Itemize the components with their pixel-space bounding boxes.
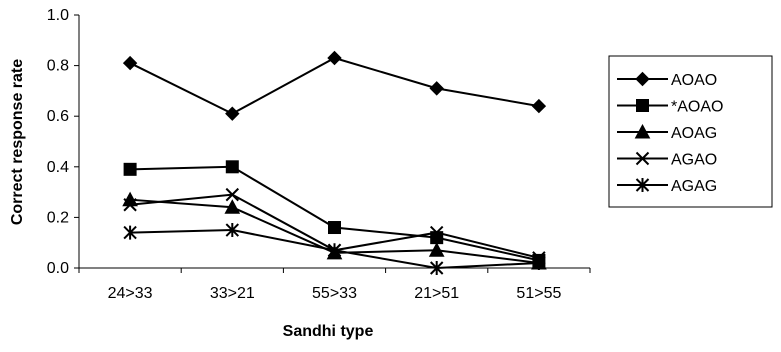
y-axis-title: Correct response rate <box>9 59 26 225</box>
legend-label: AOAG <box>671 125 717 142</box>
series-diamond <box>122 50 547 121</box>
legend-item: AOAO <box>617 71 717 89</box>
data-point-star <box>327 243 342 258</box>
legend-marker-square <box>636 99 649 112</box>
legend-label: AGAO <box>671 152 717 169</box>
data-point-square <box>225 160 239 174</box>
x-tick-label: 33>21 <box>210 285 255 302</box>
x-tick-label: 24>33 <box>108 285 153 302</box>
data-point-diamond <box>122 55 138 71</box>
legend: AOAO *AOAO AOAG AGAO AGAG <box>608 55 773 208</box>
data-point-triangle <box>428 242 445 257</box>
legend-marker-diamond <box>635 71 650 87</box>
x-tick-label: 21>51 <box>414 285 459 302</box>
data-point-star <box>123 225 137 240</box>
legend-marker-star <box>635 178 650 192</box>
x-tick-label: 51>55 <box>516 285 561 302</box>
legend-marker-triangle <box>634 123 651 139</box>
legend-item: AGAO <box>617 152 717 169</box>
legend-marker-x <box>635 151 650 166</box>
data-point-square <box>328 221 341 235</box>
x-tick-label: 55>33 <box>312 285 357 302</box>
legend-item: AGAG <box>617 178 717 195</box>
data-point-x <box>225 187 240 202</box>
legend-label: *AOAO <box>671 99 723 116</box>
legend-label: AGAG <box>671 178 717 195</box>
series-line <box>129 56 540 115</box>
y-tick-label: 0.4 <box>47 159 69 176</box>
data-point-star <box>532 255 546 270</box>
data-point-star <box>225 223 240 238</box>
data-point-triangle <box>224 199 241 214</box>
legend-item: *AOAO <box>617 99 723 116</box>
x-axis-title: Sandhi type <box>283 323 374 340</box>
y-tick-labels: 0.0 0.2 0.4 0.6 0.8 1.0 <box>47 7 69 277</box>
legend-item: AOAG <box>617 123 717 142</box>
y-tick-label: 0.6 <box>47 108 69 125</box>
axes <box>74 14 591 273</box>
data-point-star <box>429 261 444 275</box>
series-star <box>123 223 546 275</box>
data-point-square <box>123 162 137 176</box>
y-tick-label: 1.0 <box>47 7 69 24</box>
series-group <box>122 50 547 275</box>
legend-label: AOAO <box>671 72 717 89</box>
data-point-x <box>429 225 444 240</box>
data-point-x <box>123 198 137 212</box>
data-point-diamond <box>225 106 240 121</box>
y-tick-label: 0.0 <box>47 260 69 277</box>
x-tick-labels: 24>33 33>21 55>33 21>51 51>55 <box>108 285 562 302</box>
data-point-diamond <box>429 81 444 96</box>
y-tick-label: 0.8 <box>47 58 69 75</box>
data-point-diamond <box>327 50 342 66</box>
y-tick-label: 0.2 <box>47 209 69 226</box>
data-point-diamond <box>531 98 547 114</box>
